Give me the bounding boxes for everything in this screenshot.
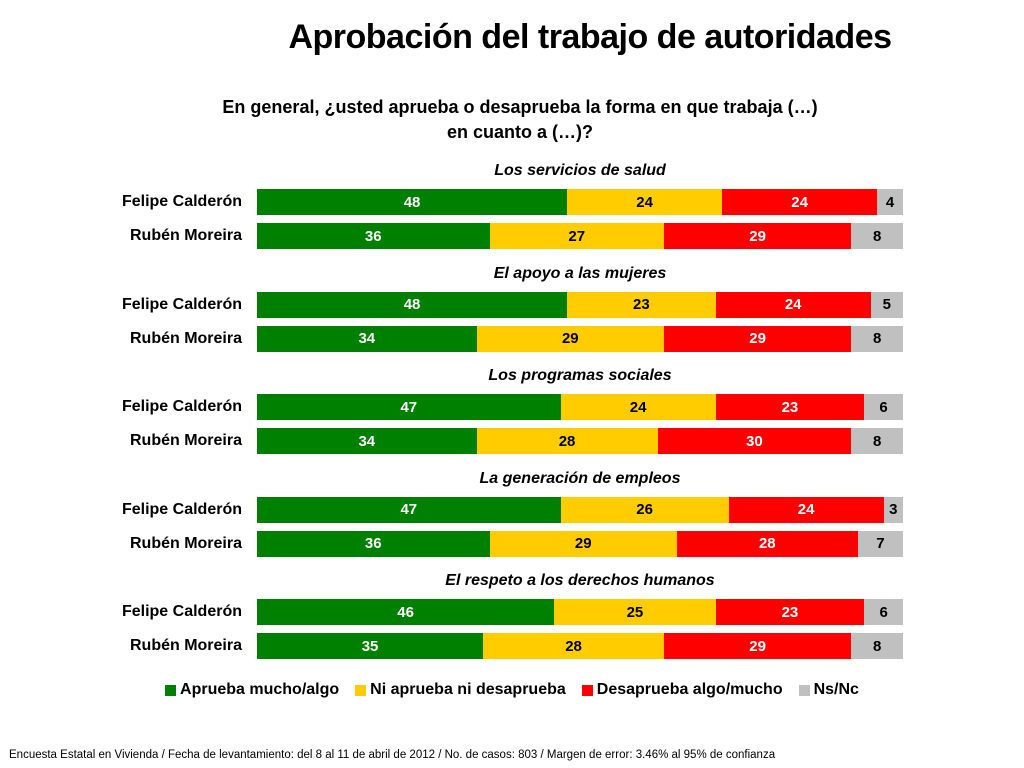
bar-segment-aprueba: 47 bbox=[257, 496, 561, 523]
bar-segment-aprueba: 46 bbox=[257, 599, 555, 625]
legend-item-ni: Ni aprueba ni desaprueba bbox=[355, 681, 566, 699]
row-label: Rubén Moreira bbox=[129, 227, 242, 244]
bar-segment-ni: 25 bbox=[554, 599, 716, 625]
stacked-bar: 47 26 24 3 bbox=[257, 496, 903, 523]
survey-question-line-2: en cuanto a (…)? bbox=[446, 122, 593, 142]
chart-legend: Aprueba mucho/algo Ni aprueba ni desapru… bbox=[0, 681, 1024, 699]
bar-segment-nsnc: 6 bbox=[864, 394, 903, 420]
legend-item-nsnc: Ns/Nc bbox=[798, 681, 859, 699]
bar-segment-aprueba: 48 bbox=[257, 189, 568, 215]
bar-segment-ni: 23 bbox=[567, 291, 716, 318]
bar-segment-aprueba: 35 bbox=[257, 633, 484, 659]
stacked-bar: 36 29 28 7 bbox=[257, 530, 903, 557]
bar-segment-aprueba: 34 bbox=[257, 428, 477, 454]
bar-segment-ni: 28 bbox=[483, 633, 664, 659]
bar-segment-aprueba: 36 bbox=[257, 530, 490, 557]
legend-label-ni: Ni aprueba ni desaprueba bbox=[370, 681, 566, 698]
legend-label-aprueba: Aprueba mucho/algo bbox=[180, 681, 340, 698]
bar-segment-ni: 28 bbox=[476, 428, 658, 454]
bar-segment-desaprueba: 23 bbox=[715, 394, 865, 420]
row-label: Felipe Calderón bbox=[121, 398, 242, 415]
bar-segment-ni: 29 bbox=[476, 325, 664, 352]
row-label: Felipe Calderón bbox=[121, 500, 242, 518]
stacked-bar: 48 24 24 4 bbox=[257, 189, 903, 215]
legend-swatch-aprueba bbox=[165, 684, 177, 696]
bar-segment-aprueba: 36 bbox=[257, 223, 490, 249]
bar-segment-ni: 24 bbox=[560, 394, 716, 420]
legend-label-nsnc: Ns/Nc bbox=[813, 681, 859, 698]
bar-segment-desaprueba: 23 bbox=[715, 599, 865, 625]
stacked-bar: 46 25 23 6 bbox=[257, 599, 903, 625]
bar-segment-ni: 24 bbox=[567, 189, 723, 215]
bar-segment-desaprueba: 28 bbox=[676, 530, 858, 557]
stacked-bar: 36 27 29 8 bbox=[257, 223, 903, 249]
bar-segment-desaprueba: 24 bbox=[715, 291, 871, 318]
group-title: La generación de empleos bbox=[479, 469, 681, 487]
legend-item-aprueba: Aprueba mucho/algo bbox=[165, 681, 339, 699]
stacked-bar: 48 23 24 5 bbox=[257, 291, 903, 318]
legend-swatch-desaprueba bbox=[581, 684, 593, 696]
chart-title: Aprobación del trabajo de autoridades bbox=[288, 18, 892, 56]
group-title: Los servicios de salud bbox=[494, 162, 666, 179]
row-label: Felipe Calderón bbox=[121, 193, 242, 210]
bar-segment-desaprueba: 29 bbox=[663, 633, 852, 659]
survey-question: En general, ¿usted aprueba o desaprueba … bbox=[0, 95, 1024, 145]
survey-footnote: Encuesta Estatal en Vivienda / Fecha de … bbox=[9, 749, 776, 761]
survey-question-line-1: En general, ¿usted aprueba o desaprueba … bbox=[222, 97, 818, 117]
group-title: Los programas sociales bbox=[488, 367, 672, 384]
bar-segment-ni: 29 bbox=[489, 530, 677, 557]
bar-segment-nsnc: 8 bbox=[851, 325, 903, 352]
stacked-bar: 47 24 23 6 bbox=[257, 394, 903, 420]
legend-item-desaprueba: Desaprueba algo/mucho bbox=[581, 681, 783, 699]
bar-segment-ni: 26 bbox=[560, 496, 729, 523]
bar-segment-desaprueba: 24 bbox=[728, 496, 884, 523]
bar-segment-ni: 27 bbox=[489, 223, 664, 249]
stacked-bar: 34 28 30 8 bbox=[257, 428, 903, 454]
row-label: Felipe Calderón bbox=[121, 295, 242, 313]
stacked-bar: 34 29 29 8 bbox=[257, 325, 903, 352]
bar-segment-desaprueba: 24 bbox=[722, 189, 878, 215]
bar-segment-nsnc: 4 bbox=[877, 189, 903, 215]
bar-segment-nsnc: 7 bbox=[857, 530, 903, 557]
bar-segment-nsnc: 6 bbox=[864, 599, 903, 625]
row-label: Felipe Calderón bbox=[121, 603, 242, 620]
group-title: El respeto a los derechos humanos bbox=[445, 572, 715, 589]
stacked-bar: 35 28 29 8 bbox=[257, 633, 903, 659]
legend-swatch-nsnc bbox=[798, 684, 810, 696]
bar-segment-aprueba: 34 bbox=[257, 325, 477, 352]
legend-swatch-ni bbox=[355, 684, 367, 696]
bar-segment-nsnc: 8 bbox=[851, 633, 903, 659]
bar-segment-desaprueba: 30 bbox=[657, 428, 852, 454]
row-label: Rubén Moreira bbox=[129, 329, 242, 347]
bar-segment-nsnc: 3 bbox=[883, 496, 903, 523]
bar-segment-desaprueba: 29 bbox=[663, 325, 852, 352]
bar-segment-aprueba: 48 bbox=[257, 291, 568, 318]
row-label: Rubén Moreira bbox=[129, 432, 242, 449]
row-label: Rubén Moreira bbox=[129, 534, 242, 552]
group-title: El apoyo a las mujeres bbox=[493, 264, 667, 282]
bar-segment-desaprueba: 29 bbox=[663, 223, 852, 249]
bar-segment-nsnc: 5 bbox=[870, 291, 903, 318]
row-label: Rubén Moreira bbox=[129, 637, 242, 654]
bar-segment-aprueba: 47 bbox=[257, 394, 561, 420]
legend-label-desaprueba: Desaprueba algo/mucho bbox=[596, 681, 783, 698]
bar-segment-nsnc: 8 bbox=[851, 428, 903, 454]
bar-segment-nsnc: 8 bbox=[851, 223, 903, 249]
